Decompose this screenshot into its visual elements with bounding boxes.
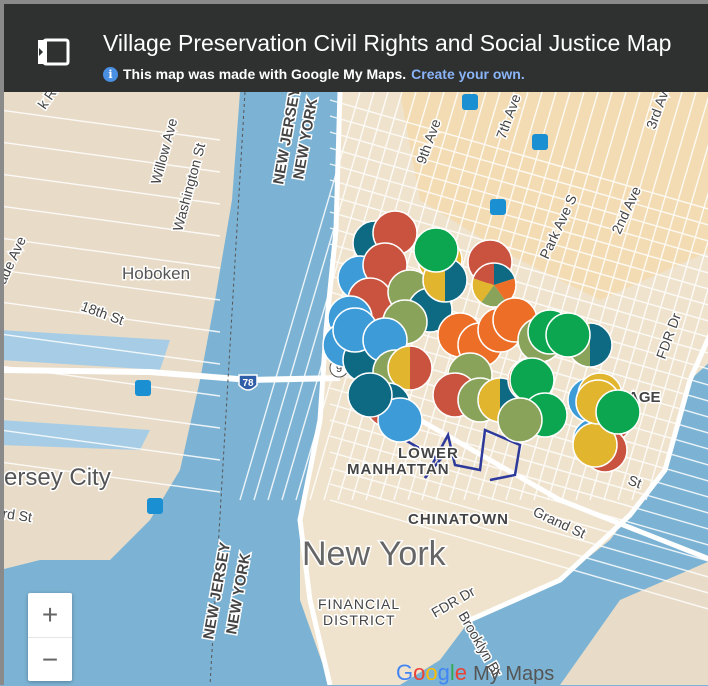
- label-jersey-city: ersey City: [4, 464, 111, 491]
- west-side-highway: [297, 92, 343, 685]
- google-my-maps-logo: Google My Maps: [396, 660, 554, 686]
- map-marker[interactable]: [413, 227, 459, 273]
- map-marker[interactable]: [347, 372, 393, 418]
- map-header: Village Preservation Civil Rights and So…: [0, 0, 708, 92]
- map-canvas[interactable]: k Rd Willow Ave Washington St NEW JERSEY…: [0, 92, 708, 685]
- marker-slice: [388, 346, 410, 390]
- zoom-out-button[interactable]: −: [41, 644, 59, 675]
- label-financial: FINANCIAL: [318, 596, 400, 612]
- info-text: This map was made with Google My Maps.: [123, 66, 407, 82]
- map-marker[interactable]: [545, 312, 591, 358]
- svg-text:78: 78: [242, 378, 254, 389]
- route-78-shield: 78: [238, 374, 258, 391]
- new-jersey-land: [4, 92, 240, 569]
- map-marker[interactable]: [595, 389, 641, 435]
- district-outline: [404, 428, 522, 482]
- marker-slice: [494, 278, 516, 303]
- marker-slice: [445, 258, 467, 302]
- marker-slice: [494, 263, 515, 285]
- label-hoboken: Hoboken: [122, 264, 190, 283]
- parking-icon: [147, 498, 163, 514]
- marker-slice: [410, 346, 432, 390]
- parking-icon: [532, 134, 548, 150]
- label-chinatown: CHINATOWN: [408, 511, 509, 528]
- marker-slice: [472, 278, 494, 303]
- zoom-controls: + −: [28, 593, 72, 681]
- made-with-notice: i This map was made with Google My Maps.…: [103, 66, 525, 82]
- fdr-drive: [468, 332, 708, 623]
- marker-slice: [473, 263, 494, 285]
- marker-slice: [478, 378, 500, 422]
- marker-slice: [481, 285, 507, 308]
- map-marker[interactable]: [471, 262, 517, 308]
- label-rd-st: rd St: [2, 505, 34, 525]
- label-lower: LOWER: [398, 445, 459, 462]
- sidebar-toggle-icon[interactable]: [34, 37, 72, 67]
- parking-icon: [490, 199, 506, 215]
- label-manhattan: MANHATTAN: [347, 461, 450, 478]
- markers-layer[interactable]: [322, 210, 641, 473]
- brooklyn-land: [560, 561, 708, 685]
- zoom-in-button[interactable]: +: [28, 593, 72, 638]
- parking-icons: [135, 94, 548, 514]
- parking-icon: [135, 380, 151, 396]
- map-title: Village Preservation Civil Rights and So…: [103, 30, 672, 56]
- map-marker[interactable]: [497, 397, 543, 443]
- logo-my-maps: My Maps: [473, 663, 555, 685]
- svg-text:9: 9: [336, 363, 342, 375]
- label-new-york: New York: [302, 535, 447, 573]
- parking-icon: [462, 94, 478, 110]
- canal-street: [418, 417, 708, 562]
- nj-piers: [4, 330, 170, 450]
- label-district: DISTRICT: [323, 612, 396, 628]
- create-your-own-link[interactable]: Create your own.: [411, 66, 525, 82]
- map-marker[interactable]: [377, 397, 423, 443]
- highway-78: [4, 367, 341, 384]
- marker-slice: [590, 323, 612, 367]
- logo-google: Google: [396, 660, 468, 685]
- info-icon: i: [103, 66, 118, 82]
- map-marker[interactable]: [387, 345, 433, 391]
- map-svg[interactable]: k Rd Willow Ave Washington St NEW JERSEY…: [0, 92, 708, 685]
